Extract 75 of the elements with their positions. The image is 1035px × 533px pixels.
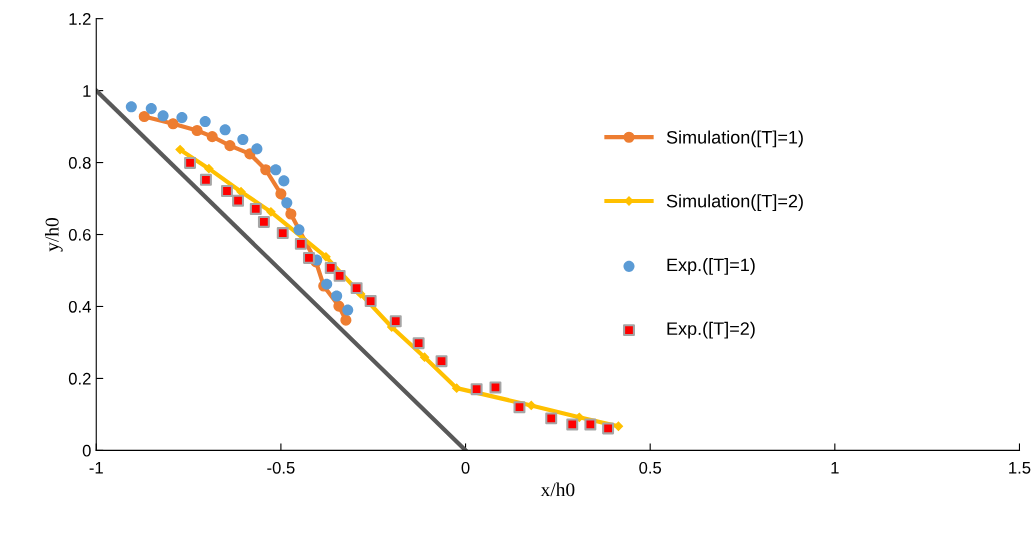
point — [293, 224, 305, 236]
y-tick-label: 0 — [82, 444, 91, 457]
point — [278, 175, 290, 187]
point — [294, 237, 307, 250]
point — [145, 103, 157, 115]
point — [191, 124, 203, 137]
point — [125, 101, 137, 113]
point — [281, 197, 293, 209]
point — [219, 124, 231, 136]
point — [270, 164, 282, 176]
point — [489, 381, 502, 394]
point — [452, 383, 462, 393]
y-tick-label: 1 — [83, 85, 91, 97]
point — [566, 418, 579, 431]
point — [251, 143, 263, 155]
y-tick-label: 0.6 — [68, 228, 91, 241]
point — [331, 290, 343, 302]
point — [574, 412, 584, 422]
point — [364, 295, 377, 308]
point — [221, 185, 233, 197]
point — [303, 251, 315, 264]
x-tick-label: -1 — [89, 462, 103, 474]
point — [224, 140, 236, 152]
point — [584, 418, 597, 431]
x-tick-label: -0.5 — [267, 461, 295, 474]
point — [249, 203, 262, 215]
point — [342, 304, 354, 316]
point — [138, 110, 150, 123]
point — [602, 422, 615, 435]
point — [613, 421, 624, 431]
legend-label: Exp.([T]=1) — [667, 257, 755, 275]
x-tick-label: 1.5 — [1009, 462, 1031, 474]
point — [412, 337, 425, 350]
point — [340, 314, 352, 326]
x-tick-label: 1 — [831, 462, 839, 474]
point — [526, 400, 536, 411]
y-tick-label: 0.8 — [68, 156, 91, 169]
y-axis-title: y/h0 — [44, 217, 63, 252]
point — [237, 134, 249, 146]
x-axis-title: x/h0 — [540, 482, 575, 497]
point — [176, 112, 188, 124]
point — [285, 208, 297, 220]
point — [232, 194, 245, 207]
point — [204, 164, 214, 174]
point — [199, 173, 212, 186]
point — [184, 156, 197, 169]
point — [175, 144, 185, 155]
point — [419, 352, 430, 362]
point — [333, 300, 345, 312]
point — [333, 269, 346, 282]
point — [276, 227, 289, 240]
legend-label: Exp.([T]=2) — [667, 321, 755, 339]
y-tick-label: 0.4 — [68, 300, 91, 313]
point — [470, 383, 483, 396]
point — [199, 116, 211, 128]
point — [266, 207, 276, 217]
y-tick-label: 1.2 — [69, 13, 91, 25]
point — [260, 164, 272, 176]
point — [157, 110, 169, 122]
x-tick-label: 0.5 — [639, 461, 662, 474]
point — [350, 282, 363, 295]
legend-label: Simulation([T]=2) — [666, 194, 803, 212]
point — [324, 262, 337, 274]
y-tick-label: 0.2 — [68, 372, 91, 385]
point — [257, 215, 270, 228]
point — [513, 401, 526, 414]
point — [275, 188, 287, 200]
point — [167, 118, 179, 130]
point — [321, 252, 331, 262]
x-tick-label: 0 — [461, 461, 470, 474]
point — [389, 315, 402, 328]
point — [545, 412, 558, 425]
legend-label: Simulation([T]=1) — [666, 130, 803, 148]
point — [206, 131, 218, 143]
point — [435, 355, 448, 368]
